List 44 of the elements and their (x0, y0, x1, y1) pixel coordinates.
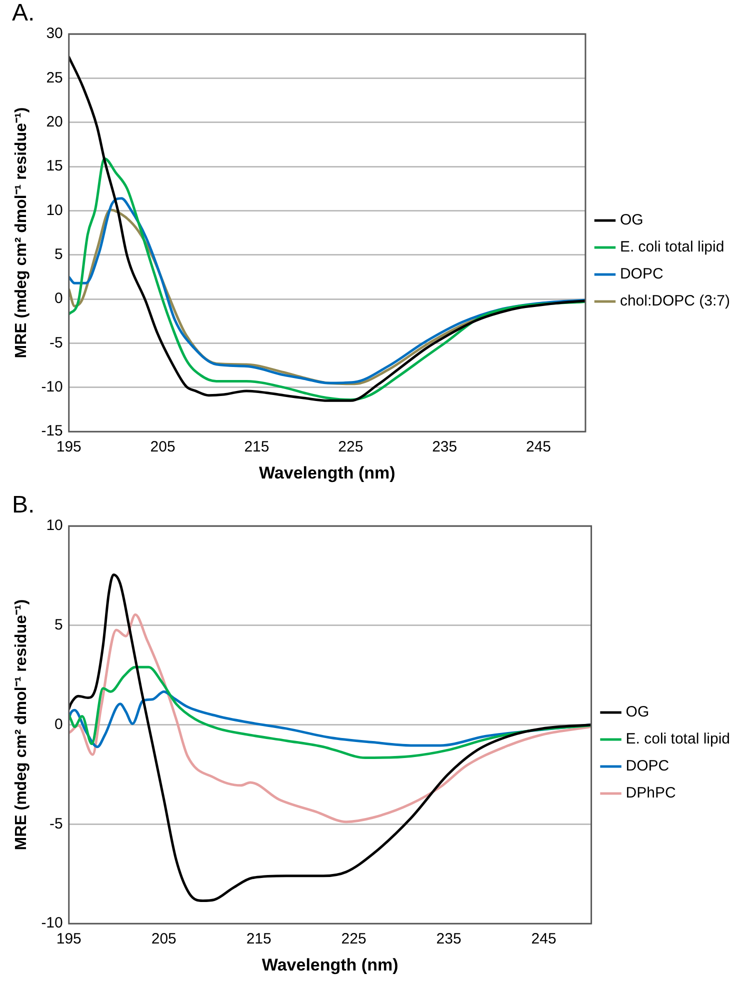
x-tick-label: 205 (150, 438, 176, 456)
legend-label: E. coli total lipid (626, 730, 730, 748)
y-tick-label: 10 (46, 202, 63, 219)
legend-label: DOPC (626, 758, 670, 775)
y-tick-label: 5 (54, 616, 63, 634)
line-series (68, 613, 592, 824)
legend-label: DOPC (620, 266, 664, 283)
x-tick-label: 225 (338, 438, 364, 456)
y-tick-label: -5 (50, 334, 63, 352)
y-tick-label: 15 (46, 158, 63, 175)
x-tick-label: 245 (526, 438, 552, 456)
y-tick-label: 10 (46, 517, 63, 534)
x-tick-label: 235 (436, 930, 462, 948)
legend-label: OG (626, 704, 650, 721)
y-axis-title: MRE (mdeg cm² dmol⁻¹ residue⁻¹) (13, 599, 30, 850)
x-tick-label: 225 (341, 930, 366, 948)
x-tick-label: 195 (56, 438, 82, 456)
legend-label: OG (620, 212, 644, 229)
x-axis-title: Wavelength (nm) (262, 955, 398, 974)
chart-title: B. (12, 492, 35, 519)
legend-label: chol:DOPC (3:7) (620, 292, 730, 310)
legend-label: DPhPC (626, 784, 676, 802)
y-tick-label: 20 (46, 113, 63, 130)
y-tick-label: 0 (54, 716, 63, 733)
line-series (68, 573, 592, 902)
x-tick-label: 215 (246, 930, 272, 948)
x-tick-label: 235 (432, 438, 458, 456)
x-tick-label: 205 (151, 930, 176, 948)
y-tick-label: -10 (41, 914, 63, 932)
x-axis-title: Wavelength (nm) (259, 463, 396, 482)
y-tick-label: 0 (54, 290, 63, 308)
x-tick-label: 215 (244, 438, 270, 456)
y-axis-title: MRE (mdeg cm² dmol⁻¹ residue⁻¹) (13, 107, 30, 358)
y-tick-label: -10 (41, 378, 63, 396)
chart-title: A. (12, 0, 35, 27)
x-tick-label: 245 (531, 930, 556, 948)
y-tick-label: 25 (46, 69, 63, 86)
legend-label: E. coli total lipid (620, 238, 724, 256)
y-tick-label: 30 (46, 25, 63, 42)
x-tick-label: 195 (56, 930, 82, 948)
line-series (68, 56, 586, 402)
y-tick-label: 5 (54, 246, 63, 264)
y-tick-label: -15 (41, 422, 63, 440)
y-tick-label: -5 (50, 815, 63, 832)
